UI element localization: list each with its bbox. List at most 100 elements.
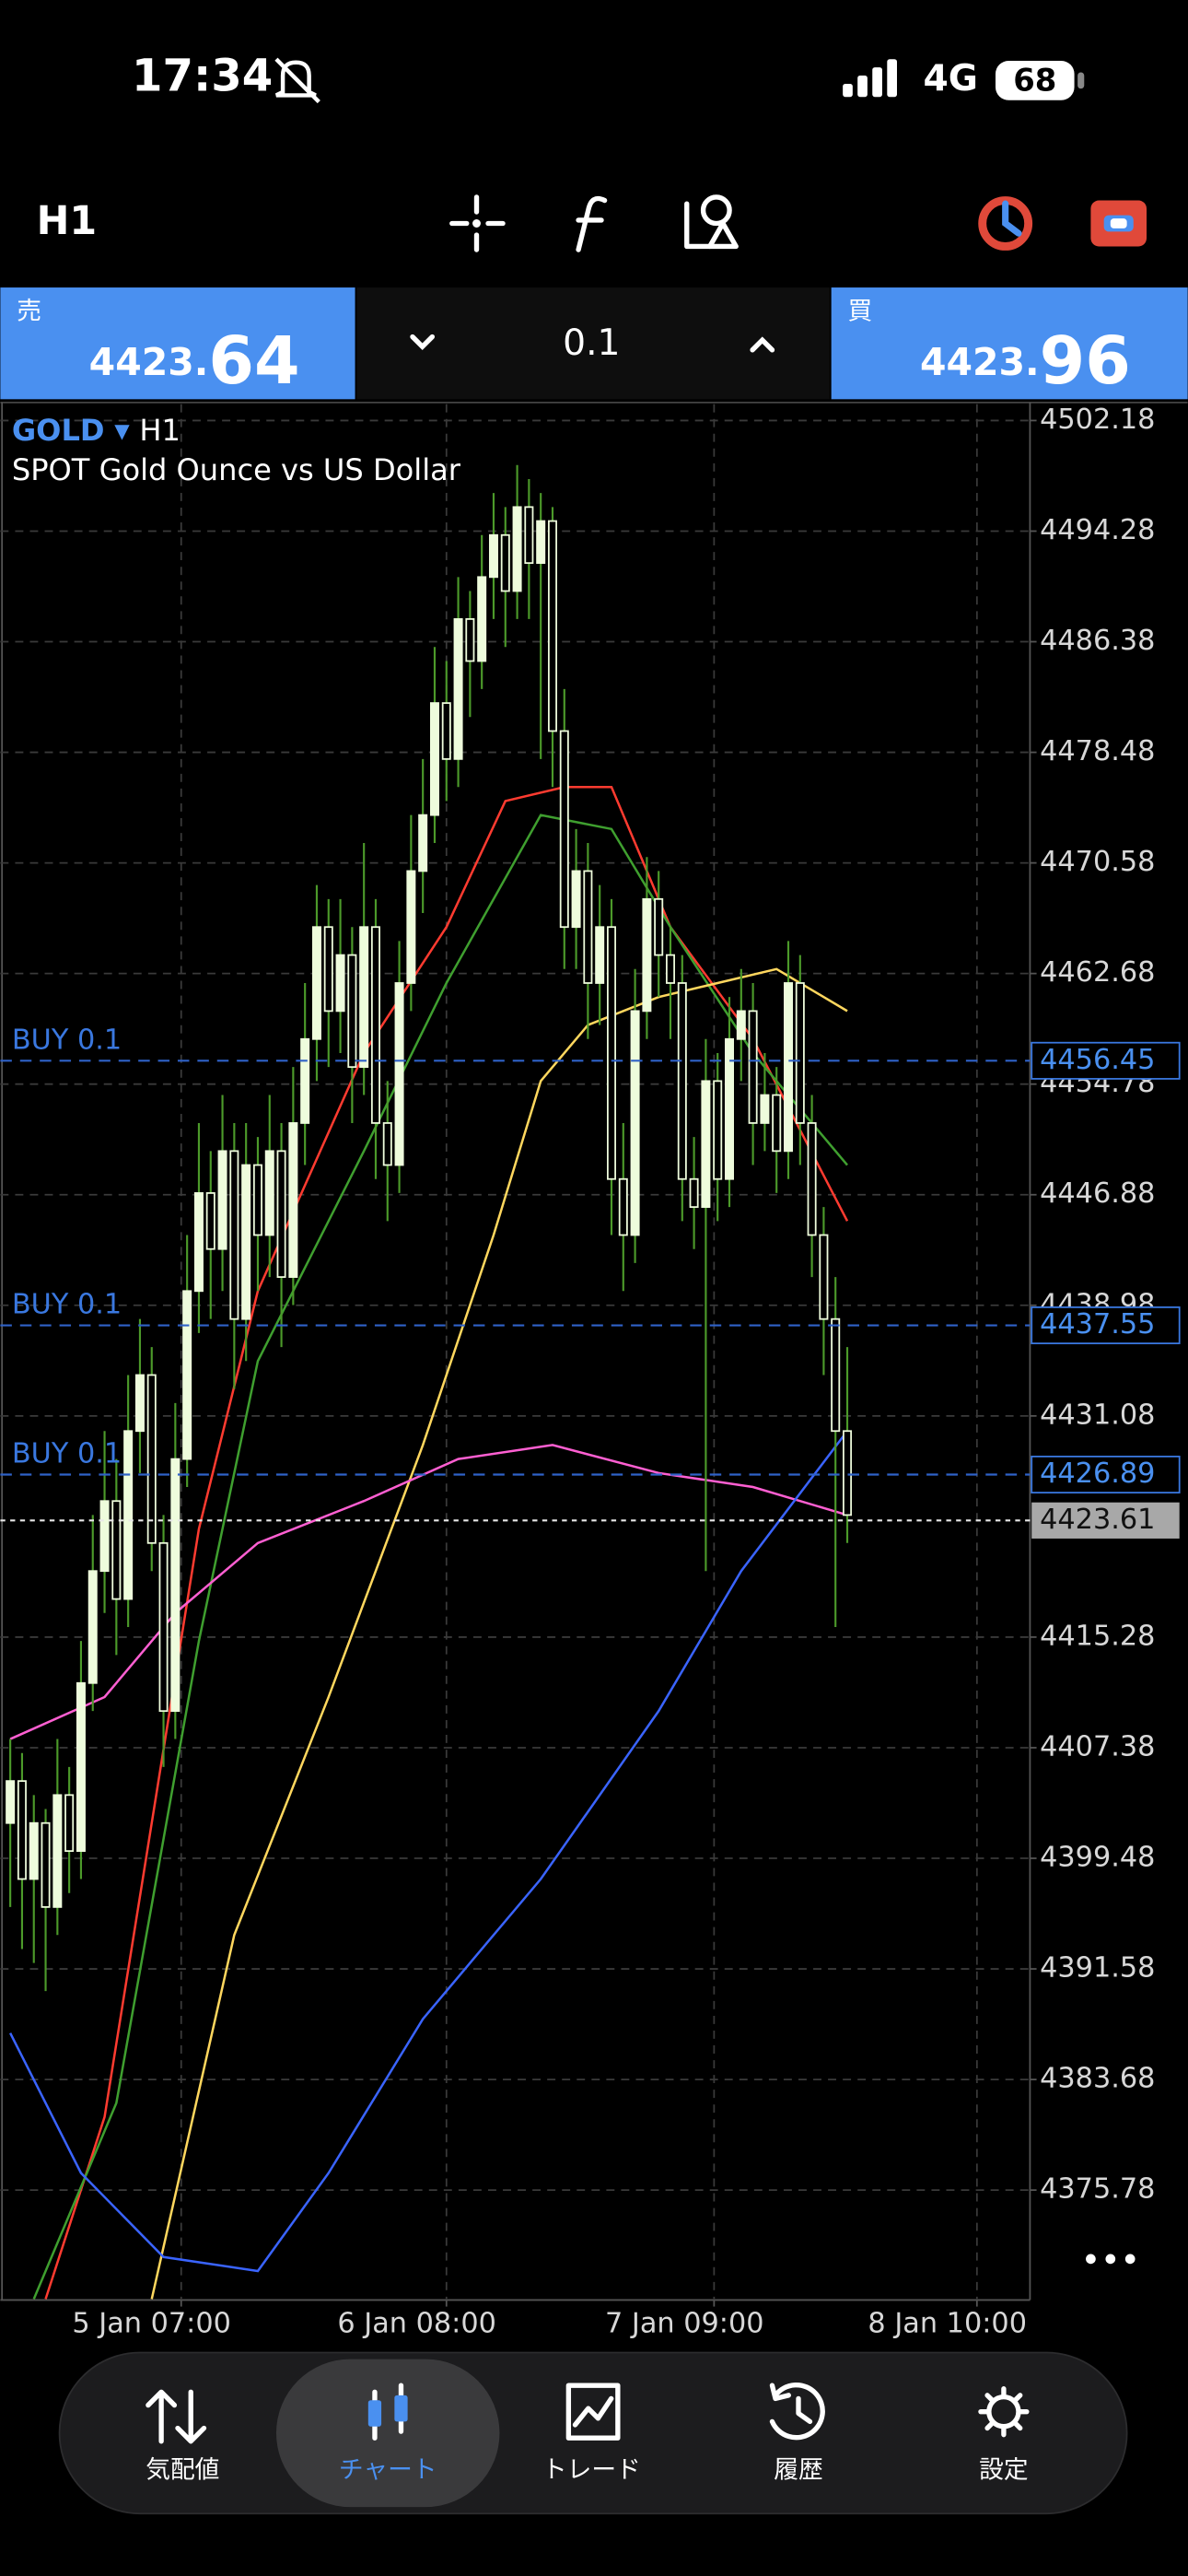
candle-body — [347, 954, 357, 1069]
nav-bar — [58, 2351, 1128, 2515]
candle-body — [843, 1430, 853, 1516]
candle-body — [559, 730, 569, 929]
quote-row: 売 4423.64 0.1 買 4423.96 — [0, 287, 1188, 400]
candles — [6, 464, 853, 1992]
nav-item[interactable]: チャート — [339, 2383, 437, 2484]
candle-body — [394, 982, 404, 1166]
clock: 17:34 — [132, 51, 273, 102]
symbol-dropdown[interactable]: ▼ — [114, 420, 130, 443]
candle-body — [677, 982, 687, 1180]
order-price: 4426.89 — [1040, 1458, 1155, 1490]
candle-body — [17, 1780, 27, 1880]
y-tick-label: 4470.58 — [1040, 846, 1155, 878]
nav-label: 気配値 — [146, 2455, 219, 2484]
nav-item[interactable]: 気配値 — [146, 2389, 219, 2484]
candle-body — [429, 702, 439, 816]
order-price-box — [1031, 1041, 1181, 1080]
candle-body — [134, 1374, 145, 1433]
account-button[interactable] — [1090, 200, 1147, 247]
mute-icon — [274, 57, 320, 104]
objects-button[interactable] — [684, 194, 739, 250]
sell-label: 売 — [17, 297, 41, 325]
candle-body — [276, 1150, 286, 1278]
candle-body — [666, 954, 675, 984]
nav-icon — [146, 2389, 207, 2444]
indicators-button[interactable] — [576, 195, 608, 252]
battery-body — [995, 60, 1075, 100]
crosshair-button[interactable] — [449, 194, 506, 252]
candle-body — [323, 926, 333, 1013]
candle-body — [488, 533, 498, 579]
buy-price-tail: 96 — [1040, 322, 1131, 398]
candle-body — [547, 520, 557, 732]
chart: BUY 0.1 BUY 0.1 BUY 0.1 GOLD ▼ H1 SPOT Gold … — [0, 401, 1188, 2307]
y-tick-label: 4391.58 — [1040, 1952, 1155, 1985]
volume-up[interactable] — [750, 336, 775, 353]
bottom-nav: 気配値 チャート トレード 履歴 設定 — [58, 2351, 1128, 2515]
nav-item[interactable]: トレード — [542, 2383, 641, 2484]
order-label: BUY 0.1 — [12, 1438, 122, 1470]
buy-price: 4423.96 — [920, 322, 1131, 398]
volume-down[interactable] — [410, 334, 436, 351]
candle-body — [606, 926, 616, 1180]
order-price-box — [1031, 1306, 1181, 1345]
candle-body — [713, 1080, 723, 1180]
candle-body — [229, 1150, 239, 1320]
volume-value[interactable]: 0.1 — [563, 322, 620, 364]
candle-body — [736, 1010, 746, 1040]
x-tick-label: 8 Jan 10:00 — [868, 2308, 1027, 2340]
y-tick-label: 4431.08 — [1040, 1399, 1155, 1431]
sell-button[interactable] — [0, 287, 355, 400]
nav-item[interactable]: 履歴 — [769, 2382, 825, 2485]
candle-body — [217, 1150, 227, 1250]
x-tick-label: 7 Jan 09:00 — [605, 2308, 764, 2340]
candle-body — [111, 1500, 122, 1600]
toolbar: H1 — [37, 194, 1147, 252]
candle-body — [500, 533, 510, 592]
signal-icon — [843, 59, 897, 98]
timer-button[interactable] — [978, 196, 1033, 251]
candle-body — [595, 926, 605, 984]
candle-body — [760, 1094, 770, 1124]
candle-body — [642, 897, 652, 1013]
nav-icon — [394, 2395, 408, 2422]
buy-button[interactable] — [831, 287, 1188, 400]
candle-body — [170, 1458, 181, 1713]
candle-body — [654, 897, 664, 956]
candle-body — [6, 1780, 16, 1824]
order-price-box — [1031, 1455, 1181, 1494]
bid-price: 4423.61 — [1040, 1504, 1155, 1536]
candle-body — [689, 1177, 699, 1209]
nav-icon — [978, 2386, 1030, 2438]
candle-body — [536, 520, 546, 565]
buy-label: 買 — [847, 297, 872, 325]
candle-body — [76, 1681, 86, 1853]
y-tick-label: 4383.68 — [1040, 2063, 1155, 2095]
candle-body — [99, 1500, 110, 1573]
timeframe-button[interactable]: H1 — [37, 198, 98, 244]
nav-item[interactable]: 設定 — [978, 2386, 1030, 2485]
symbol[interactable]: GOLD — [12, 413, 105, 448]
y-tick-label: 4415.28 — [1040, 1620, 1155, 1652]
buy-price-head: 4423. — [920, 340, 1040, 384]
nav-icon — [367, 2400, 382, 2427]
candle-body — [52, 1794, 63, 1908]
network-type: 4G — [924, 58, 978, 100]
y-tick-label: 4486.38 — [1040, 625, 1155, 657]
candle-body — [41, 1821, 51, 1908]
y-tick-label: 4375.78 — [1040, 2173, 1155, 2206]
sell-price-tail: 64 — [208, 322, 299, 398]
sell-price: 4423.64 — [89, 322, 300, 398]
candle-body — [382, 1122, 392, 1166]
candle-body — [264, 1150, 274, 1236]
more-button[interactable] — [1086, 2254, 1136, 2265]
candle-body — [370, 926, 380, 1124]
candle-body — [418, 814, 428, 872]
y-tick-label: 4478.48 — [1040, 735, 1155, 767]
y-tick-label: 4446.88 — [1040, 1177, 1155, 1210]
nav-label: チャート — [339, 2455, 437, 2484]
candle-body — [406, 870, 416, 984]
